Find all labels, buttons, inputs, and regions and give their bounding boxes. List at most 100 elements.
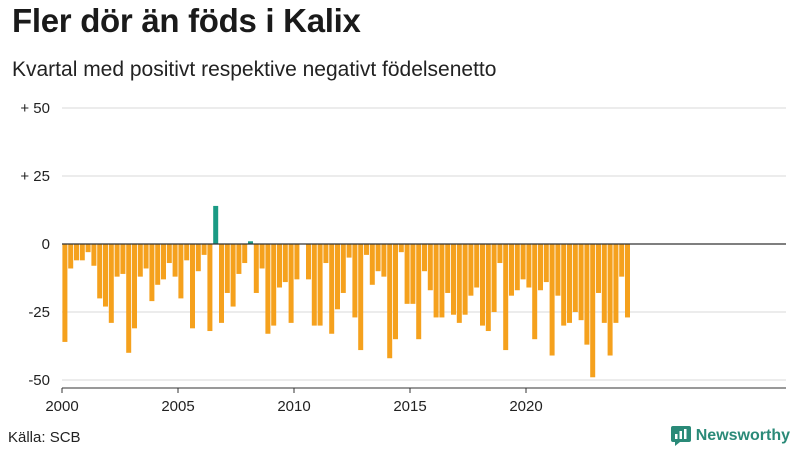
chart-subtitle: Kvartal med positivt respektive negativt… xyxy=(12,58,497,81)
bar xyxy=(364,244,369,255)
bar xyxy=(253,244,259,293)
bar xyxy=(607,244,613,356)
bar xyxy=(480,244,485,326)
bar xyxy=(161,244,166,280)
bar xyxy=(503,244,509,351)
bar xyxy=(120,244,126,274)
bar xyxy=(79,244,85,261)
bar xyxy=(451,244,456,315)
bar xyxy=(439,244,445,318)
bar xyxy=(230,244,236,307)
bar xyxy=(248,241,253,244)
bar xyxy=(85,244,91,253)
bar xyxy=(190,244,195,329)
bar xyxy=(242,244,248,264)
x-tick-label: 2015 xyxy=(393,398,426,415)
bar xyxy=(468,244,474,296)
bar xyxy=(277,244,282,288)
bar xyxy=(195,244,201,272)
bar xyxy=(265,244,271,334)
bar xyxy=(485,244,491,332)
bar xyxy=(514,244,520,291)
bar xyxy=(201,244,207,255)
bar xyxy=(416,244,422,340)
bar xyxy=(572,244,578,312)
bar xyxy=(340,244,346,293)
y-tick-label: -25 xyxy=(28,304,50,321)
bar xyxy=(393,244,398,340)
bar xyxy=(114,244,120,277)
bar xyxy=(549,244,555,356)
bar xyxy=(329,244,335,334)
source-note: Källa: SCB xyxy=(8,429,81,446)
bar xyxy=(625,244,630,318)
bar xyxy=(526,244,532,288)
x-tick-label: 2005 xyxy=(161,398,194,415)
bar xyxy=(323,244,329,264)
bar xyxy=(584,244,590,345)
bar xyxy=(311,244,317,326)
bar xyxy=(375,244,381,272)
bar xyxy=(306,244,311,280)
bar xyxy=(422,244,427,272)
axes xyxy=(62,243,786,389)
bar xyxy=(427,244,433,291)
bar xyxy=(619,244,625,277)
y-tick-label: 0 xyxy=(42,236,50,253)
bar xyxy=(282,244,288,283)
bar xyxy=(288,244,294,323)
brand-name: Newsworthy xyxy=(695,427,790,444)
bars xyxy=(62,205,630,378)
bar xyxy=(555,244,561,296)
bar xyxy=(474,244,480,288)
bar xyxy=(532,244,538,340)
bar xyxy=(596,244,601,293)
chart-title: Fler dör än föds i Kalix xyxy=(12,2,361,39)
x-axis-ticks: 2000 2005 2010 2015 2020 xyxy=(45,388,543,415)
bar xyxy=(271,244,277,326)
bar xyxy=(578,244,584,321)
bar xyxy=(62,244,68,342)
bar xyxy=(172,244,178,277)
y-tick-label: -50 xyxy=(28,372,50,389)
bar xyxy=(398,244,404,253)
bar xyxy=(491,244,497,312)
bar xyxy=(294,244,300,280)
bar xyxy=(155,244,161,285)
bar xyxy=(219,244,224,323)
bar xyxy=(207,244,213,332)
bar xyxy=(346,244,352,258)
bar xyxy=(224,244,230,293)
x-tick-label: 2000 xyxy=(45,398,78,415)
bar xyxy=(433,244,439,318)
bar xyxy=(404,244,410,304)
bar xyxy=(462,244,468,315)
bar xyxy=(561,244,567,326)
bar xyxy=(68,244,74,269)
bar xyxy=(613,244,619,323)
bar xyxy=(538,244,543,291)
bar xyxy=(358,244,364,351)
bar xyxy=(381,244,387,277)
bar xyxy=(369,244,375,285)
bar xyxy=(91,244,97,266)
bar xyxy=(520,244,526,280)
bar xyxy=(335,244,340,310)
bar xyxy=(108,244,114,323)
bar xyxy=(132,244,137,329)
bar xyxy=(184,244,190,261)
bar xyxy=(213,205,219,244)
bar xyxy=(567,244,572,323)
bar xyxy=(74,244,79,261)
x-tick-label: 2010 xyxy=(277,398,310,415)
bar xyxy=(149,244,155,302)
y-tick-label: + 50 xyxy=(20,100,50,117)
bar xyxy=(410,244,416,304)
bar xyxy=(126,244,132,353)
bar xyxy=(103,244,108,307)
gridlines xyxy=(62,107,786,381)
bar xyxy=(445,244,451,293)
bar xyxy=(456,244,462,323)
brand-logo[interactable]: Newsworthy xyxy=(670,426,790,446)
